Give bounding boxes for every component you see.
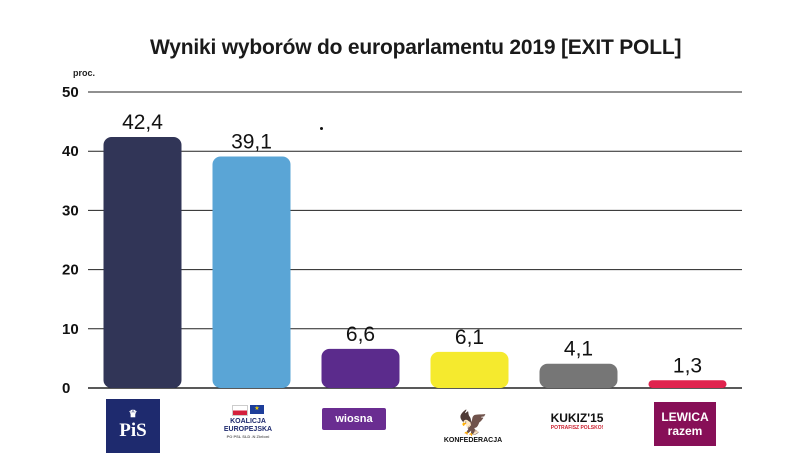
kukiz-logo-sub: POTRAFISZ POLSKO! [550, 424, 604, 431]
konfederacja-logo: 🦅 KONFEDERACJA [438, 402, 508, 454]
eagle-icon: 🦅 [458, 410, 488, 437]
value-label: 1,3 [673, 354, 702, 377]
crown-icon: ♛ [128, 409, 138, 420]
y-tick-label: 10 [62, 321, 79, 338]
bar [648, 380, 727, 388]
razem-logo-line1: LEWICA [661, 410, 709, 424]
value-label: 6,1 [455, 326, 484, 349]
ke-logo-line1: KOALICJA [230, 417, 266, 425]
grid-lines [88, 91, 742, 389]
y-tick-label: 30 [62, 202, 79, 219]
pis-logo: ♛ PiS [106, 399, 160, 453]
kukiz-logo-text: KUKIZ'15 [550, 410, 604, 425]
y-tick-labels: 0 10 20 30 40 50 [62, 84, 79, 397]
value-label: 6,6 [346, 323, 375, 346]
pis-logo-text: PiS [119, 420, 147, 441]
bars [103, 136, 727, 388]
polish-flag-icon [232, 404, 248, 416]
chart-title: Wyniki wyborów do europarlamentu 2019 [E… [150, 36, 682, 59]
koalicja-europejska-logo: ★ KOALICJA EUROPEJSKA PO PSL SLD .N Ziel… [218, 402, 278, 442]
y-tick-label: 0 [62, 380, 70, 397]
eu-flag-icon: ★ [250, 404, 264, 414]
ke-logo-line2: EUROPEJSKA [223, 425, 273, 433]
y-tick-label: 20 [62, 262, 79, 279]
konfederacja-logo-text: KONFEDERACJA [443, 437, 503, 444]
unit-label: proc. [73, 68, 96, 78]
wiosna-logo: wiosna [322, 408, 386, 430]
stray-dot [320, 127, 323, 130]
value-label: 4,1 [564, 338, 593, 361]
value-label: 42,4 [122, 111, 163, 134]
razem-logo-line2: razem [667, 424, 703, 438]
value-label: 39,1 [231, 131, 272, 154]
bar [430, 351, 509, 388]
y-tick-label: 40 [62, 143, 79, 160]
ke-logo-sub: PO PSL SLD .N Zieloni [226, 433, 270, 439]
bar [539, 363, 618, 388]
bar [212, 156, 291, 388]
kukiz15-logo: KUKIZ'15 POTRAFISZ POLSKO! [536, 408, 618, 434]
lewica-razem-logo: LEWICA razem [654, 402, 716, 446]
y-tick-label: 50 [62, 84, 79, 101]
wiosna-logo-text: wiosna [335, 413, 373, 425]
bar [321, 348, 400, 388]
value-labels: 42,4 39,1 6,6 6,1 4,1 1,3 [122, 111, 702, 377]
bar [103, 136, 182, 388]
